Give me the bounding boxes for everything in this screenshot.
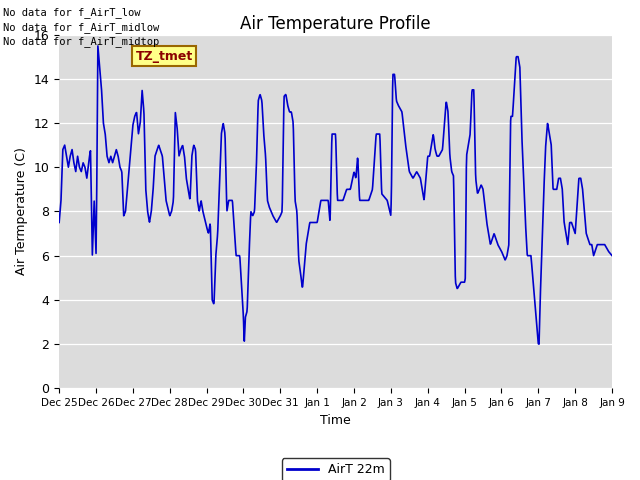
Y-axis label: Air Termperature (C): Air Termperature (C): [15, 147, 28, 276]
Text: No data for f_AirT_midlow: No data for f_AirT_midlow: [3, 22, 159, 33]
Text: TZ_tmet: TZ_tmet: [136, 49, 193, 62]
Title: Air Temperature Profile: Air Temperature Profile: [240, 15, 431, 33]
Legend: AirT 22m: AirT 22m: [282, 458, 390, 480]
X-axis label: Time: Time: [320, 414, 351, 427]
Text: No data for f_AirT_low: No data for f_AirT_low: [3, 7, 141, 18]
Text: No data for f_AirT_midtop: No data for f_AirT_midtop: [3, 36, 159, 47]
